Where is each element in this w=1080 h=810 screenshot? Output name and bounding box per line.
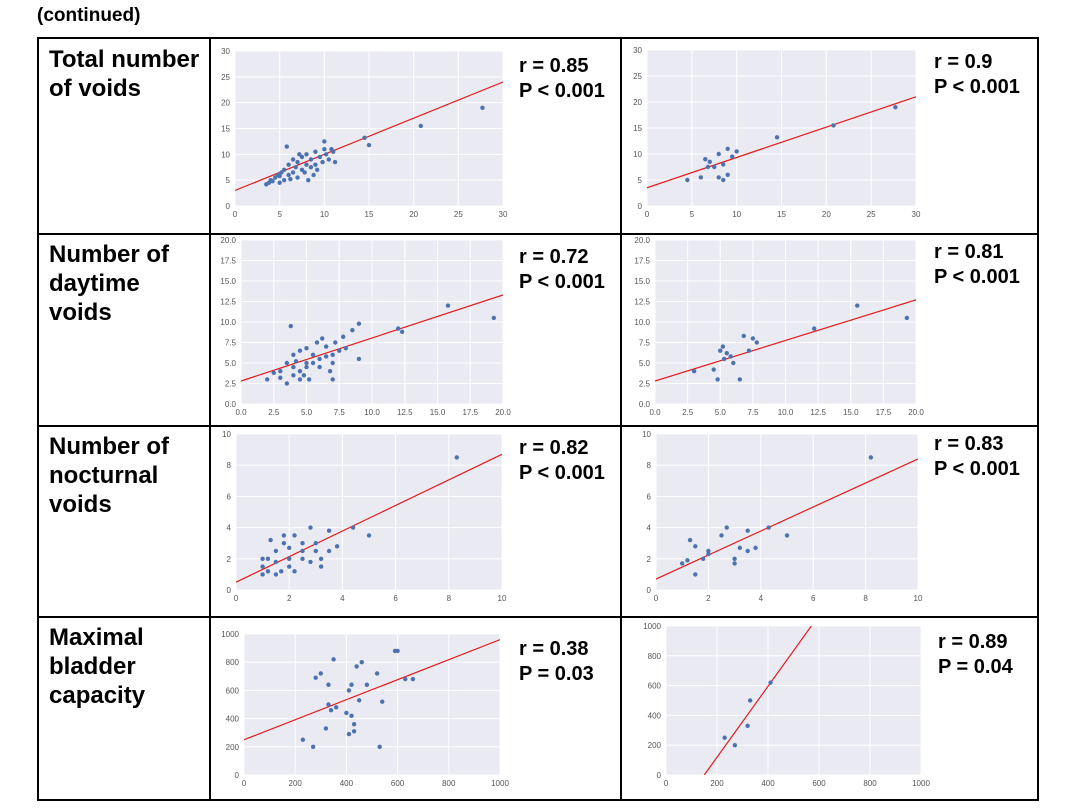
- r-value: r = 0.72: [519, 246, 589, 268]
- p-value: P = 0.03: [519, 663, 594, 685]
- figure-table: Total number of voids Number of daytime …: [37, 37, 1039, 801]
- stat-nocturnal-left: r = 0.82 P < 0.001: [519, 436, 605, 486]
- stat-daytime-left: r = 0.72 P < 0.001: [519, 245, 605, 295]
- p-value: P < 0.001: [519, 462, 605, 484]
- r-value: r = 0.83: [934, 433, 1004, 455]
- row-label-nocturnal-voids: Number of nocturnal voids: [49, 433, 169, 518]
- r-value: r = 0.82: [519, 437, 589, 459]
- r-value: r = 0.38: [519, 638, 589, 660]
- stat-total-right: r = 0.9 P < 0.001: [934, 50, 1020, 100]
- stat-nocturnal-right: r = 0.83 P < 0.001: [934, 432, 1020, 482]
- row-divider: [39, 616, 1037, 618]
- stat-total-left: r = 0.85 P < 0.001: [519, 54, 605, 104]
- p-value: P = 0.04: [938, 656, 1013, 678]
- stat-capacity-right: r = 0.89 P = 0.04: [938, 630, 1013, 680]
- r-value: r = 0.9: [934, 51, 993, 73]
- column-divider: [620, 39, 622, 799]
- stat-capacity-left: r = 0.38 P = 0.03: [519, 637, 594, 687]
- row-divider: [39, 425, 1037, 427]
- row-label-total-voids: Total number of voids: [49, 46, 200, 102]
- p-value: P < 0.001: [519, 271, 605, 293]
- column-divider: [209, 39, 211, 799]
- p-value: P < 0.001: [519, 80, 605, 102]
- row-label-daytime-voids: Number of daytime voids: [49, 241, 169, 326]
- caption: (continued): [37, 5, 141, 26]
- p-value: P < 0.001: [934, 458, 1020, 480]
- row-label-bladder-capacity: Maximal bladder capacity: [49, 624, 146, 709]
- p-value: P < 0.001: [934, 76, 1020, 98]
- row-divider: [39, 233, 1037, 235]
- r-value: r = 0.85: [519, 55, 589, 77]
- r-value: r = 0.89: [938, 631, 1008, 653]
- r-value: r = 0.81: [934, 241, 1004, 263]
- stat-daytime-right: r = 0.81 P < 0.001: [934, 240, 1020, 290]
- p-value: P < 0.001: [934, 266, 1020, 288]
